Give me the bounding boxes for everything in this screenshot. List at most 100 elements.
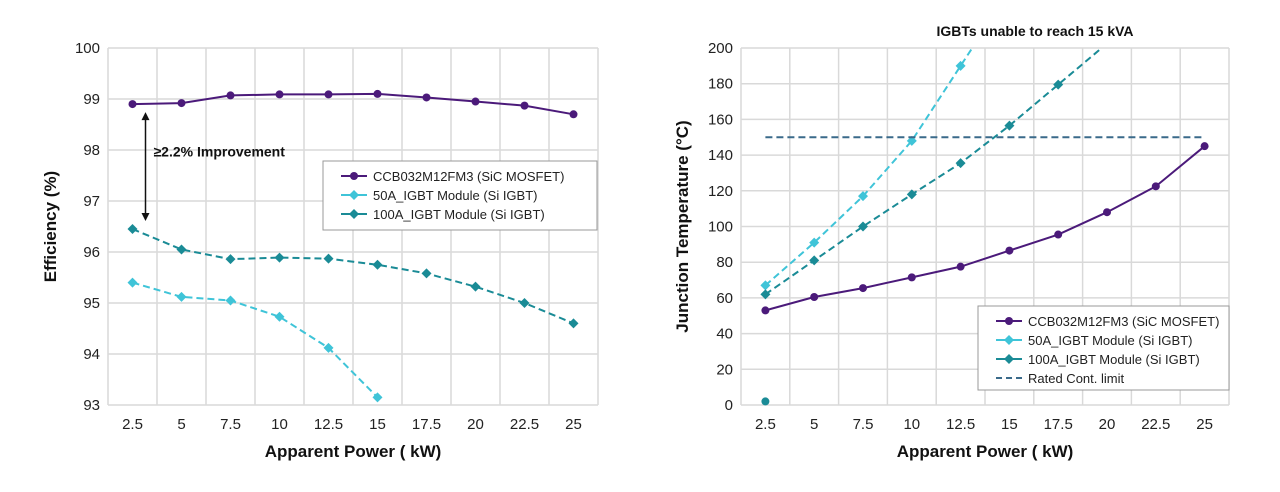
data-point xyxy=(760,280,771,291)
y-tick-label: 96 xyxy=(83,244,100,261)
series-100a-igbt-module-si-igbt- xyxy=(760,47,1103,300)
x-tick-label: 10 xyxy=(903,416,920,433)
y-tick-label: 94 xyxy=(83,346,100,363)
data-point xyxy=(1004,120,1015,131)
data-point xyxy=(809,255,820,266)
series-line xyxy=(132,92,574,116)
data-point xyxy=(858,191,868,202)
data-point xyxy=(128,100,137,109)
data-point xyxy=(955,158,966,169)
data-point xyxy=(275,90,284,99)
y-tick-label: 80 xyxy=(716,254,733,271)
data-point xyxy=(349,209,359,219)
data-point xyxy=(1004,354,1014,364)
data-point xyxy=(323,342,334,353)
data-point xyxy=(1103,208,1111,217)
legend-label: Rated Cont. limit xyxy=(1028,371,1124,386)
stray-data-point xyxy=(761,397,770,406)
x-tick-label: 25 xyxy=(1196,416,1213,433)
junction-temperature-chart: 0 20 40 60 80 100 120 140 160 180 200 2.5 5 7.5 10 12.5… xyxy=(673,23,1230,461)
data-point xyxy=(761,306,770,315)
x-tick-label: 12.5 xyxy=(946,416,975,433)
data-point xyxy=(955,60,966,71)
y-tick-label: 60 xyxy=(716,290,733,307)
data-point xyxy=(907,273,916,282)
series-ccb032m12fm3-sic-mosfet- xyxy=(761,142,1209,315)
series-100a-igbt-module-si-igbt- xyxy=(127,224,579,329)
data-point xyxy=(421,268,432,279)
y-tick-label: 20 xyxy=(716,361,733,378)
series-line xyxy=(765,145,1206,312)
series-line xyxy=(764,47,1103,296)
data-point xyxy=(858,221,868,232)
data-point xyxy=(1054,230,1063,239)
chart-title: IGBTs unable to reach 15 kVA xyxy=(936,23,1133,39)
data-point xyxy=(274,311,285,322)
legend-label: 50A_IGBT Module (Si IGBT) xyxy=(373,188,538,203)
x-tick-label: 22.5 xyxy=(510,416,539,433)
data-point xyxy=(568,318,579,329)
x-tick-label: 2.5 xyxy=(755,416,776,433)
x-axis-title: Apparent Power ( kW) xyxy=(265,442,442,461)
data-point xyxy=(177,99,186,108)
data-point xyxy=(520,101,529,110)
x-tick-label: 15 xyxy=(1001,416,1018,433)
data-point xyxy=(760,289,771,300)
data-point xyxy=(956,262,965,271)
data-point xyxy=(422,93,431,102)
legend-label: CCB032M12FM3 (SiC MOSFET) xyxy=(1028,314,1219,329)
y-tick-label: 120 xyxy=(708,183,733,200)
x-tick-label: 15 xyxy=(369,416,386,433)
data-point xyxy=(569,110,578,119)
y-tick-label: 98 xyxy=(83,142,100,159)
data-point xyxy=(373,89,382,98)
data-point xyxy=(1005,246,1014,255)
y-tick-label: 97 xyxy=(83,193,100,210)
efficiency-chart: 93 94 95 96 97 98 99 100 2.5 5 7.5 10 12.5 15 17.5 20 22… xyxy=(41,40,599,461)
x-tick-label: 10 xyxy=(271,416,288,433)
x-axis-title: Apparent Power ( kW) xyxy=(897,442,1074,461)
x-tick-label: 7.5 xyxy=(853,416,874,433)
data-point xyxy=(323,253,334,264)
x-tick-label: 12.5 xyxy=(314,416,343,433)
legend-label: 100A_IGBT Module (Si IGBT) xyxy=(373,207,545,222)
data-point xyxy=(372,259,383,270)
legend-box xyxy=(322,160,598,231)
legend: CCB032M12FM3 (SiC MOSFET) 50A_IGBT Module… xyxy=(977,305,1230,391)
legend-label: 50A_IGBT Module (Si IGBT) xyxy=(1028,333,1193,348)
data-point xyxy=(1004,335,1014,345)
series-ccb032m12fm3-sic-mosfet- xyxy=(128,89,578,119)
y-tick-label: 140 xyxy=(708,147,733,164)
data-point xyxy=(226,91,235,100)
annotation-label: ≥2.2% Improvement xyxy=(154,144,286,160)
data-point xyxy=(274,252,285,263)
y-tick-label: 40 xyxy=(716,326,733,343)
data-point xyxy=(1053,79,1064,90)
data-point xyxy=(127,277,138,288)
series-line xyxy=(132,228,574,325)
data-point xyxy=(1151,182,1160,191)
data-point xyxy=(225,254,236,265)
data-point xyxy=(519,298,530,308)
data-point xyxy=(225,295,236,306)
y-tick-label: 0 xyxy=(725,397,733,414)
x-tick-label: 2.5 xyxy=(122,416,143,433)
x-tick-label: 17.5 xyxy=(412,416,441,433)
data-point xyxy=(906,135,917,146)
y-tick-label: 200 xyxy=(708,40,733,57)
data-point xyxy=(471,97,480,106)
x-tick-label: 7.5 xyxy=(220,416,241,433)
legend: CCB032M12FM3 (SiC MOSFET) 50A_IGBT Module… xyxy=(322,160,598,231)
y-tick-label: 93 xyxy=(83,397,100,414)
data-point xyxy=(127,224,138,235)
data-point xyxy=(1005,317,1013,325)
x-tick-label: 20 xyxy=(467,416,484,433)
data-point xyxy=(859,284,867,293)
series-line xyxy=(132,281,379,399)
y-tick-label: 100 xyxy=(75,40,100,57)
series-50a-igbt-module-si-igbt- xyxy=(760,47,974,291)
arrow-head-up xyxy=(141,112,150,121)
legend-label: 100A_IGBT Module (Si IGBT) xyxy=(1028,352,1200,367)
data-point xyxy=(324,90,333,99)
